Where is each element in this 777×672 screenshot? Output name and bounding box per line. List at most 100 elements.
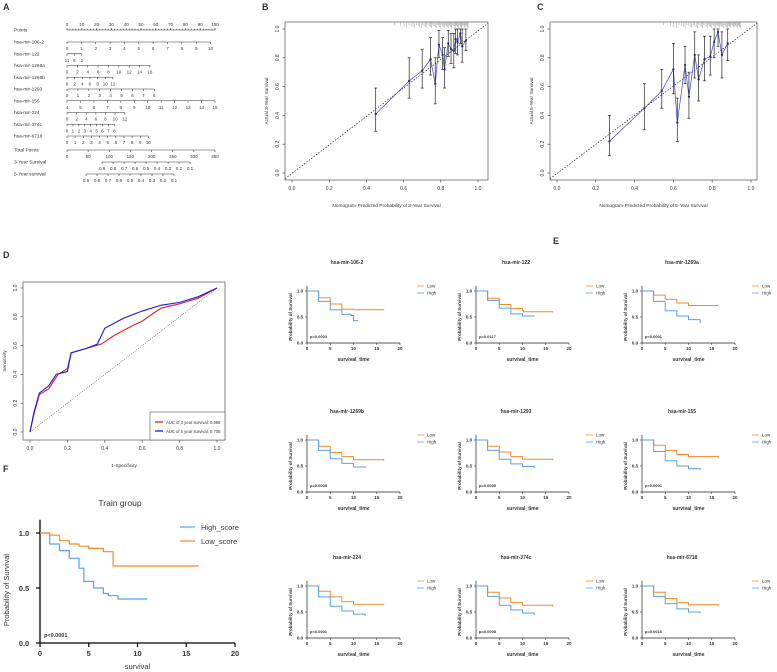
roc-curve-3yr (29, 287, 218, 433)
nomogram-row-hsa-mir-1293-tick-label: 8 (153, 93, 156, 98)
nomogram-points-tick-label: 30 (109, 22, 115, 27)
y-tick-label: 1.0 (297, 289, 304, 294)
calibration-point (449, 48, 453, 51)
x-tick-label: 0 (306, 346, 309, 351)
legend-entry: High (596, 291, 606, 296)
nomogram-total-points-tick-label: 300 (190, 154, 198, 159)
km-plot-title: hsa-mir-1293 (501, 409, 532, 415)
x-tick-label: 0.0 (27, 446, 34, 452)
x-tick-label: 20 (231, 649, 239, 658)
nomogram-total-points-tick-label: 200 (148, 154, 156, 159)
y-axis-label: Probability of Survival (623, 442, 628, 490)
calibration-point (461, 45, 464, 48)
x-tick-label: 10 (351, 495, 357, 500)
km-curve-high (642, 290, 701, 324)
p-value: p<0.0001 (44, 633, 67, 639)
nomogram-row-hsa-mir-6718-label: hsa-mir-6718 (14, 134, 43, 140)
nomogram-row-hsa-mir-106-2-tick-label: 5 (138, 46, 141, 51)
nomogram-row-hsa-mir-6718-tick-label: 3 (90, 140, 93, 145)
nomogram-row-hsa-mir-6718-tick-label: 2 (82, 140, 85, 145)
nomogram-row-hsa-mir-224-tick-label: 10 (113, 117, 119, 122)
x-tick-label: 0.2 (592, 186, 599, 192)
nomogram-row-hsa-mir-1269a-tick-label: 10 (116, 70, 122, 75)
y-tick-label: 1.0 (466, 438, 473, 443)
calibration-point (676, 121, 679, 124)
x-tick-label: 0.6 (139, 446, 146, 452)
x-axis-label: survival_time (338, 357, 370, 363)
calibration-point (374, 112, 377, 116)
calibration-point (408, 79, 411, 82)
x-tick-label: 5 (498, 346, 501, 351)
nomogram-points-tick-label: 0 (66, 22, 69, 27)
nomogram-row-hsa-mir-374c-tick-label: 5 (95, 128, 98, 133)
y-tick-label: 0.6 (540, 83, 546, 90)
y-tick-label: 0.5 (632, 610, 639, 615)
x-tick-label: 15 (374, 346, 380, 351)
y-tick-label: 0.4 (13, 371, 19, 378)
nomogram-row-hsa-mir-1269a-tick-label: 4 (86, 70, 89, 75)
x-tick-label: 10 (351, 346, 357, 351)
legend-entry: High (596, 440, 606, 445)
nomogram-row-hsa-mir-1269a-tick-label: 6 (97, 70, 100, 75)
y-tick-label: 0.5 (466, 315, 473, 320)
legend-entry: Low (762, 284, 771, 289)
nomogram-points-tick-label: 80 (183, 22, 189, 27)
nomogram-row-hsa-mir-1269a-tick-label: 0 (66, 70, 69, 75)
nomogram-row-hsa-mir-122-tick-label: 2 (81, 58, 84, 63)
x-tick-label: 0 (306, 495, 309, 500)
nomogram-row-hsa-mir-1293-tick-label: 2 (88, 93, 91, 98)
calibration-point (434, 82, 437, 85)
nomogram-row-hsa-mir-1269a-label: hsa-mir-1269a (14, 63, 45, 69)
nomogram-row-hsa-mir-374c-tick-label: 4 (89, 128, 92, 133)
x-tick-label: 20 (397, 346, 403, 351)
calibration-point (672, 68, 675, 71)
x-axis-label: Nomogram-Predicted Probability of 3-Year… (332, 203, 440, 209)
y-axis-label: Probability of Survival (2, 554, 11, 626)
calibration-point (687, 95, 691, 98)
calibration-point (454, 37, 457, 41)
x-tick-label: 1.0 (748, 186, 755, 192)
y-axis-label: Probability of Survival (623, 293, 628, 341)
x-tick-label: 20 (566, 346, 572, 351)
x-tick-label: 0.2 (64, 446, 71, 452)
nomogram-points-tick-label: 40 (124, 22, 130, 27)
y-tick-label: 0.8 (540, 54, 546, 61)
nomogram-row-hsa-mir-155-tick-label: 5 (79, 105, 82, 110)
nomogram-row-hsa-mir-106-2-tick-label: 2 (94, 46, 97, 51)
calibration-line (375, 33, 467, 115)
y-tick-label: 0.0 (297, 490, 304, 495)
legend-entry: Low (427, 579, 436, 584)
nomogram-total-points-label: Total Points (14, 148, 39, 154)
nomogram-row-hsa-mir-1269b-tick-label: 12 (110, 81, 116, 86)
calibration-point (703, 58, 706, 61)
nomogram-row-hsa-mir-6718-tick-label: 10 (146, 140, 152, 145)
y-axis-label: Probability of Survival (457, 588, 462, 636)
y-tick-label: 1.0 (540, 25, 546, 32)
calibration-point (693, 53, 696, 57)
x-tick-label: 0.0 (554, 186, 561, 192)
nomogram-points-tick-label: 50 (138, 22, 144, 27)
calibration-point (709, 55, 712, 58)
x-tick-label: 20 (732, 495, 738, 500)
nomogram-survival-5yr-tick-label: 0.6 (116, 178, 123, 183)
km-plot-title: hsa-mir-1269b (330, 409, 364, 415)
km-curve-high (476, 585, 535, 616)
calibration-point (697, 78, 700, 81)
y-tick-label: 0.2 (540, 141, 546, 148)
x-tick-label: 10 (520, 641, 526, 646)
x-axis-label: survival_time (507, 357, 539, 363)
x-tick-label: 10 (351, 641, 357, 646)
x-tick-label: 5 (329, 346, 332, 351)
legend-entry: Low (762, 579, 771, 584)
nomogram-row-hsa-mir-374c-tick-label: 0 (66, 128, 69, 133)
calibration-point (441, 53, 444, 57)
nomogram-row-hsa-mir-155-tick-label: 11 (159, 105, 164, 110)
nomogram-row-hsa-mir-155-tick-label: 15 (212, 105, 218, 110)
x-tick-label: 15 (543, 495, 549, 500)
panel-label-f: F (3, 464, 9, 474)
p-value: p=0.0003 (310, 334, 328, 339)
x-axis-label: survival (125, 662, 151, 671)
x-axis-label: Nomogram-Predicted Probability of 5-Year… (599, 203, 707, 209)
nomogram-survival-5yr-tick-label: 0.3 (149, 178, 156, 183)
nomogram-row-hsa-mir-106-2-tick-label: 6 (152, 46, 155, 51)
